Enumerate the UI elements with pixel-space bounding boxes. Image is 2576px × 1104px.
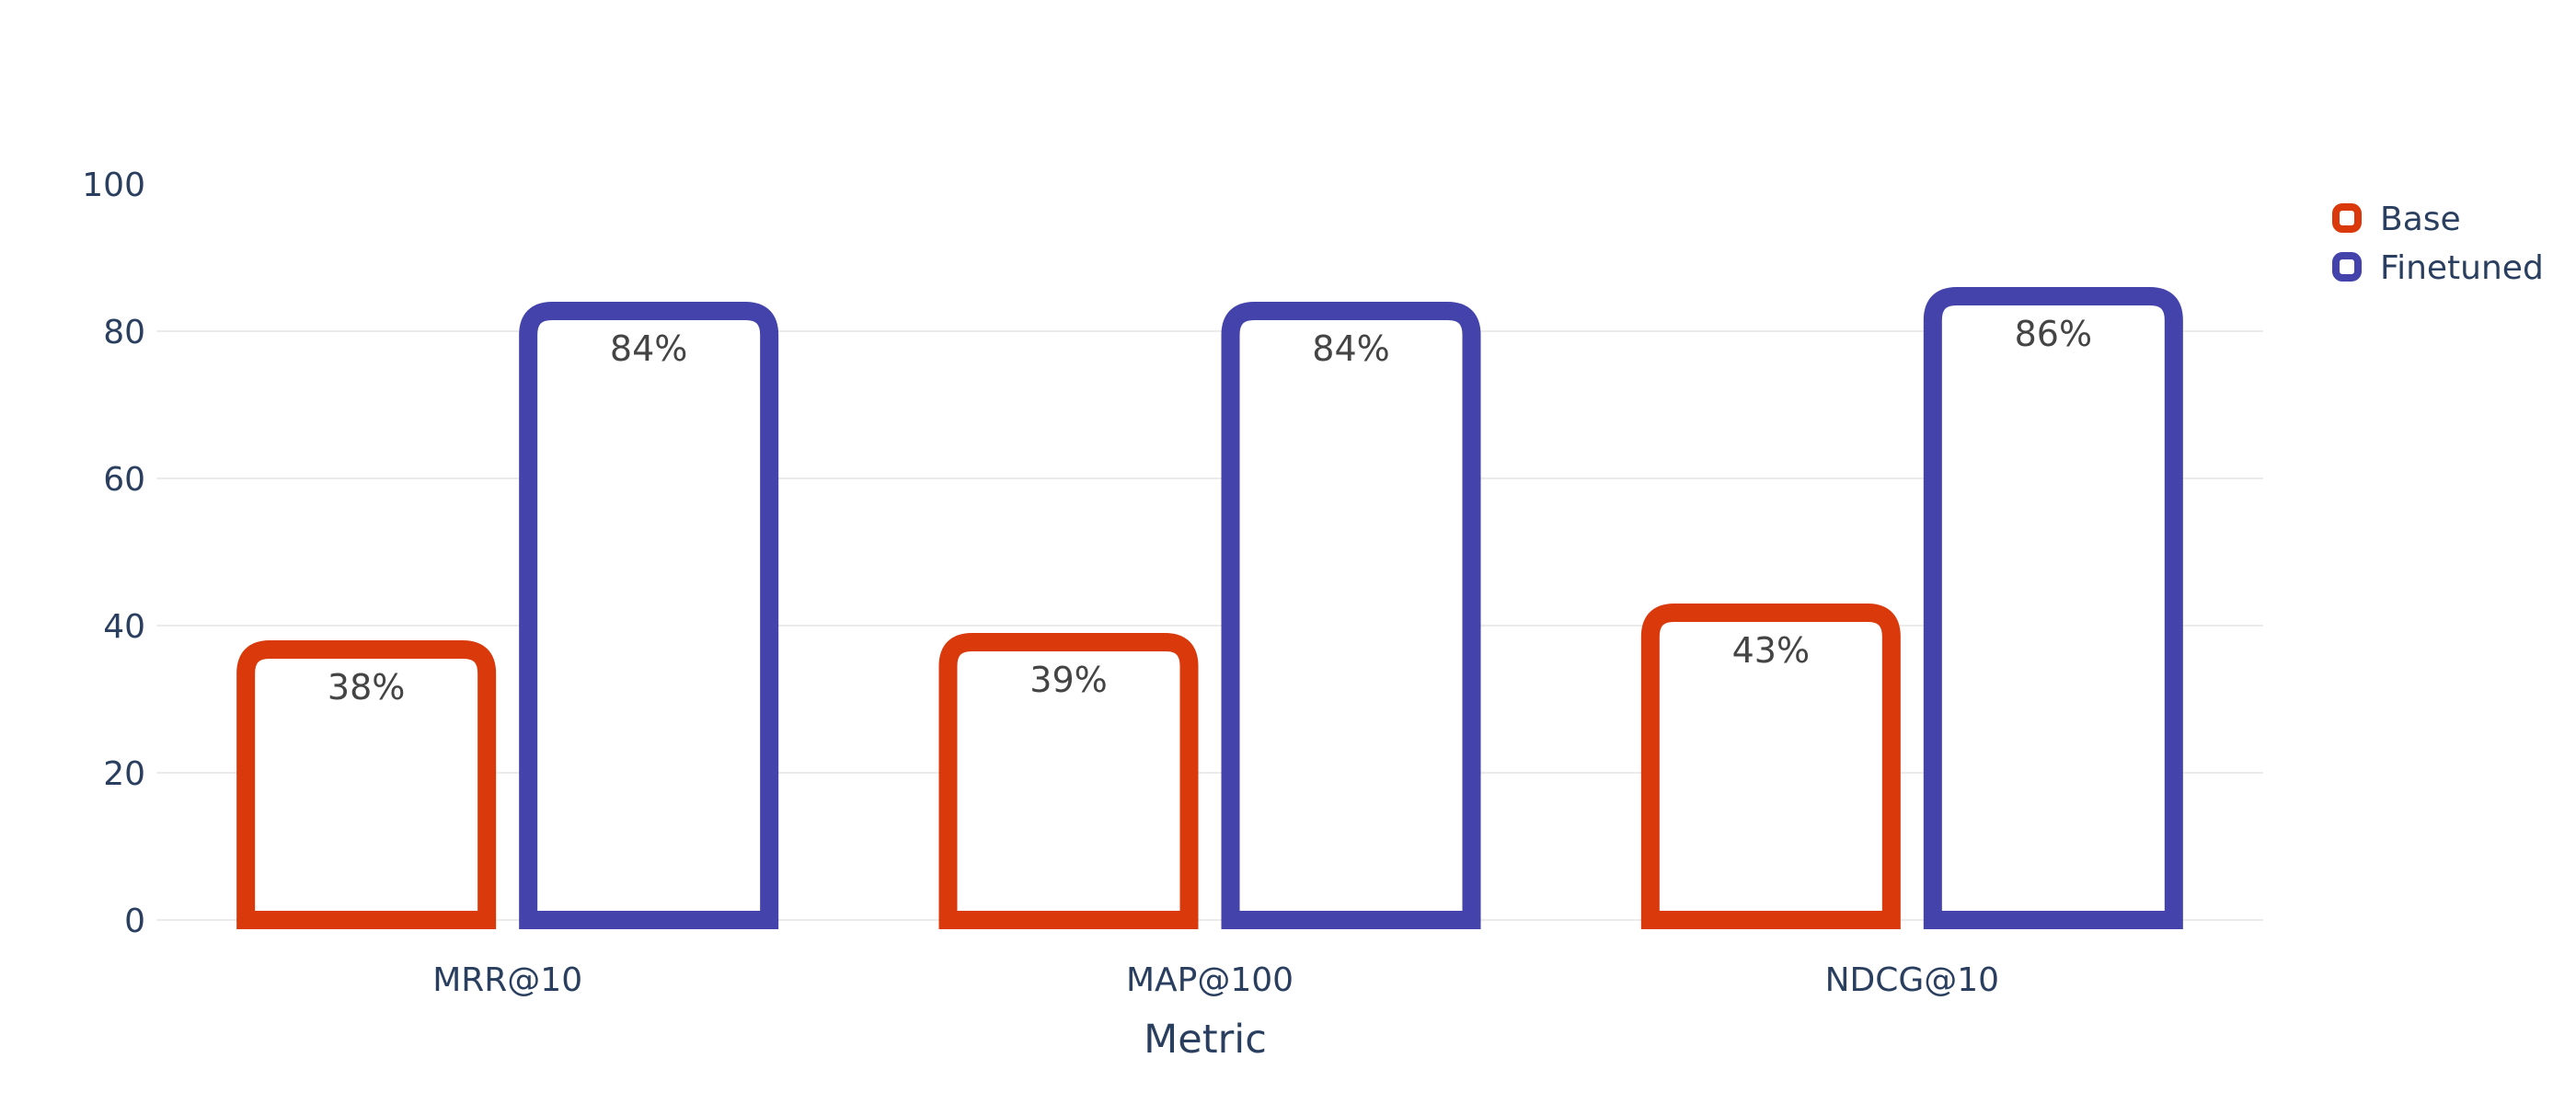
data-labels: 38% 84% 39% 84% 43% 86% (328, 314, 2092, 707)
bar-base-1[interactable] (938, 633, 1199, 929)
bar-base-0[interactable] (236, 640, 497, 929)
data-label-finetuned-1: 84% (1312, 328, 1389, 369)
bars (236, 287, 2183, 929)
data-label-base-0: 38% (328, 667, 405, 707)
y-tick-label: 0 (124, 903, 145, 940)
bar-base-2[interactable] (1640, 604, 1901, 929)
bar-finetuned-0[interactable] (519, 302, 779, 929)
legend-item-finetuned[interactable]: Finetuned (2332, 249, 2544, 287)
x-axis-ticks: MRR@10 MAP@100 NDCG@10 (432, 961, 1999, 999)
data-label-base-1: 39% (1029, 660, 1107, 700)
legend-label: Finetuned (2380, 249, 2544, 287)
y-tick-label: 20 (103, 755, 145, 793)
legend-swatch (2332, 252, 2362, 282)
x-tick-label: NDCG@10 (1825, 961, 2000, 999)
y-tick-label: 40 (103, 608, 145, 646)
data-label-finetuned-2: 86% (2015, 314, 2092, 354)
legend-item-base[interactable]: Base (2332, 201, 2461, 238)
x-axis-title: Metric (1144, 1017, 1267, 1063)
y-tick-label: 100 (82, 167, 145, 204)
bar-finetuned-2[interactable] (1923, 287, 2183, 929)
data-label-base-2: 43% (1732, 630, 1810, 671)
bar-finetuned-1[interactable] (1221, 302, 1481, 929)
x-tick-label: MRR@10 (432, 961, 582, 999)
legend-swatch (2332, 203, 2362, 233)
y-tick-label: 80 (103, 314, 145, 351)
legend[interactable]: Base Finetuned (2332, 201, 2544, 287)
legend-label: Base (2380, 201, 2461, 238)
y-axis-ticks: 0 20 40 60 80 100 (82, 167, 145, 940)
x-tick-label: MAP@100 (1126, 961, 1294, 999)
y-tick-label: 60 (103, 461, 145, 499)
gridlines (156, 330, 2263, 921)
data-label-finetuned-0: 84% (610, 328, 687, 369)
